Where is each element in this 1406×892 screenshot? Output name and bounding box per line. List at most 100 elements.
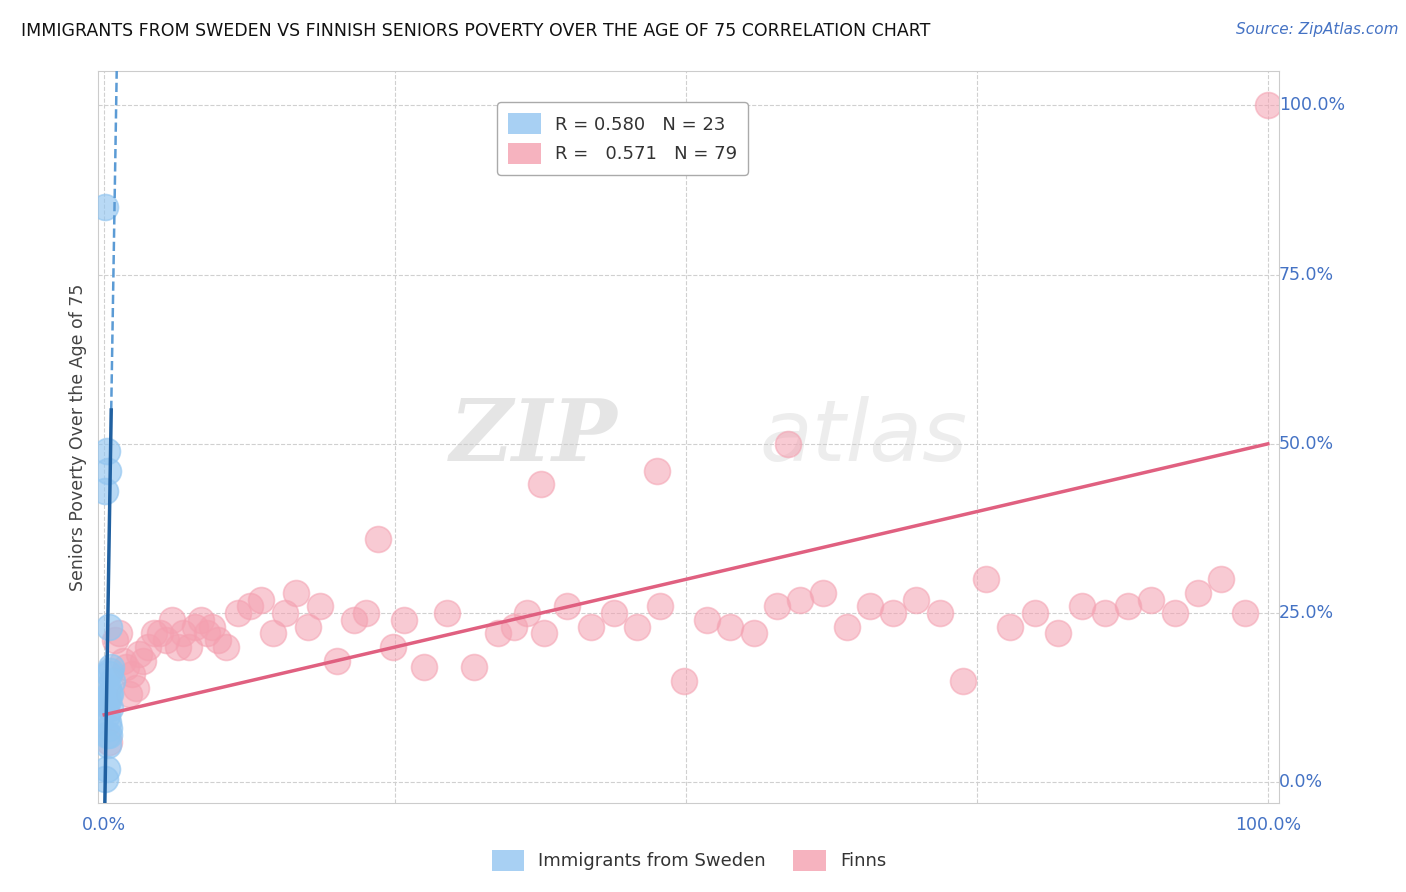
Point xyxy=(672,673,695,688)
Point xyxy=(905,592,928,607)
Point xyxy=(96,694,118,708)
Point xyxy=(98,664,121,678)
Y-axis label: Seniors Poverty Over the Age of 75: Seniors Poverty Over the Age of 75 xyxy=(69,284,87,591)
Point xyxy=(184,620,207,634)
Point xyxy=(166,640,188,654)
Text: atlas: atlas xyxy=(759,395,967,479)
Point xyxy=(143,626,166,640)
Point xyxy=(96,728,118,742)
Point xyxy=(97,667,120,681)
Point xyxy=(1233,606,1256,620)
Point xyxy=(1094,606,1116,620)
Point xyxy=(101,673,124,688)
Point xyxy=(155,633,177,648)
Point xyxy=(1257,98,1279,112)
Point xyxy=(97,688,120,702)
Point xyxy=(928,606,950,620)
Point xyxy=(285,586,308,600)
Point xyxy=(97,728,120,742)
Point xyxy=(998,620,1021,634)
Point xyxy=(96,762,118,776)
Point xyxy=(96,707,118,722)
Point xyxy=(533,626,555,640)
Point xyxy=(835,620,858,634)
Point xyxy=(97,464,120,478)
Point xyxy=(215,640,238,654)
Text: ZIP: ZIP xyxy=(450,395,619,479)
Point xyxy=(97,721,120,735)
Point xyxy=(250,592,273,607)
Point xyxy=(96,443,118,458)
Point xyxy=(273,606,295,620)
Point xyxy=(974,572,997,586)
Point xyxy=(97,694,120,708)
Point xyxy=(394,613,416,627)
Text: 75.0%: 75.0% xyxy=(1279,266,1334,284)
Point xyxy=(778,437,800,451)
Point xyxy=(367,532,389,546)
Point xyxy=(149,626,172,640)
Point xyxy=(579,620,602,634)
Point xyxy=(138,640,160,654)
Point xyxy=(160,613,183,627)
Point xyxy=(262,626,284,640)
Point xyxy=(813,586,835,600)
Point xyxy=(239,599,262,614)
Text: 0.0%: 0.0% xyxy=(82,816,127,834)
Point xyxy=(486,626,509,640)
Point xyxy=(128,647,150,661)
Point xyxy=(859,599,882,614)
Point xyxy=(201,620,224,634)
Point xyxy=(97,738,120,752)
Point xyxy=(111,654,134,668)
Point xyxy=(765,599,787,614)
Text: Source: ZipAtlas.com: Source: ZipAtlas.com xyxy=(1236,22,1399,37)
Point xyxy=(529,477,551,491)
Point xyxy=(131,654,153,668)
Point xyxy=(789,592,811,607)
Point xyxy=(94,772,117,786)
Point xyxy=(172,626,194,640)
Text: 25.0%: 25.0% xyxy=(1279,604,1334,622)
Point xyxy=(115,660,138,674)
Point xyxy=(1187,586,1209,600)
Point xyxy=(1070,599,1092,614)
Point xyxy=(502,620,524,634)
Point xyxy=(343,613,366,627)
Point xyxy=(516,606,538,620)
Point xyxy=(326,654,349,668)
Legend: Immigrants from Sweden, Finns: Immigrants from Sweden, Finns xyxy=(484,843,894,878)
Point xyxy=(179,640,201,654)
Point xyxy=(98,701,121,715)
Point xyxy=(650,599,672,614)
Point xyxy=(882,606,904,620)
Point xyxy=(104,633,127,648)
Point xyxy=(381,640,404,654)
Point xyxy=(645,464,668,478)
Point xyxy=(742,626,765,640)
Point xyxy=(226,606,249,620)
Point xyxy=(97,735,120,749)
Point xyxy=(94,200,117,214)
Point xyxy=(190,613,212,627)
Point xyxy=(97,620,120,634)
Point xyxy=(1116,599,1139,614)
Point xyxy=(108,626,131,640)
Point xyxy=(94,484,117,499)
Point xyxy=(1024,606,1046,620)
Text: 50.0%: 50.0% xyxy=(1279,435,1334,453)
Point xyxy=(1140,592,1163,607)
Point xyxy=(557,599,579,614)
Point xyxy=(207,633,229,648)
Point xyxy=(118,688,141,702)
Point xyxy=(354,606,377,620)
Point xyxy=(297,620,319,634)
Point xyxy=(121,667,143,681)
Text: IMMIGRANTS FROM SWEDEN VS FINNISH SENIORS POVERTY OVER THE AGE OF 75 CORRELATION: IMMIGRANTS FROM SWEDEN VS FINNISH SENIOR… xyxy=(21,22,931,40)
Point xyxy=(308,599,330,614)
Point xyxy=(124,681,146,695)
Point xyxy=(718,620,741,634)
Point xyxy=(603,606,626,620)
Point xyxy=(952,673,974,688)
Point xyxy=(696,613,718,627)
